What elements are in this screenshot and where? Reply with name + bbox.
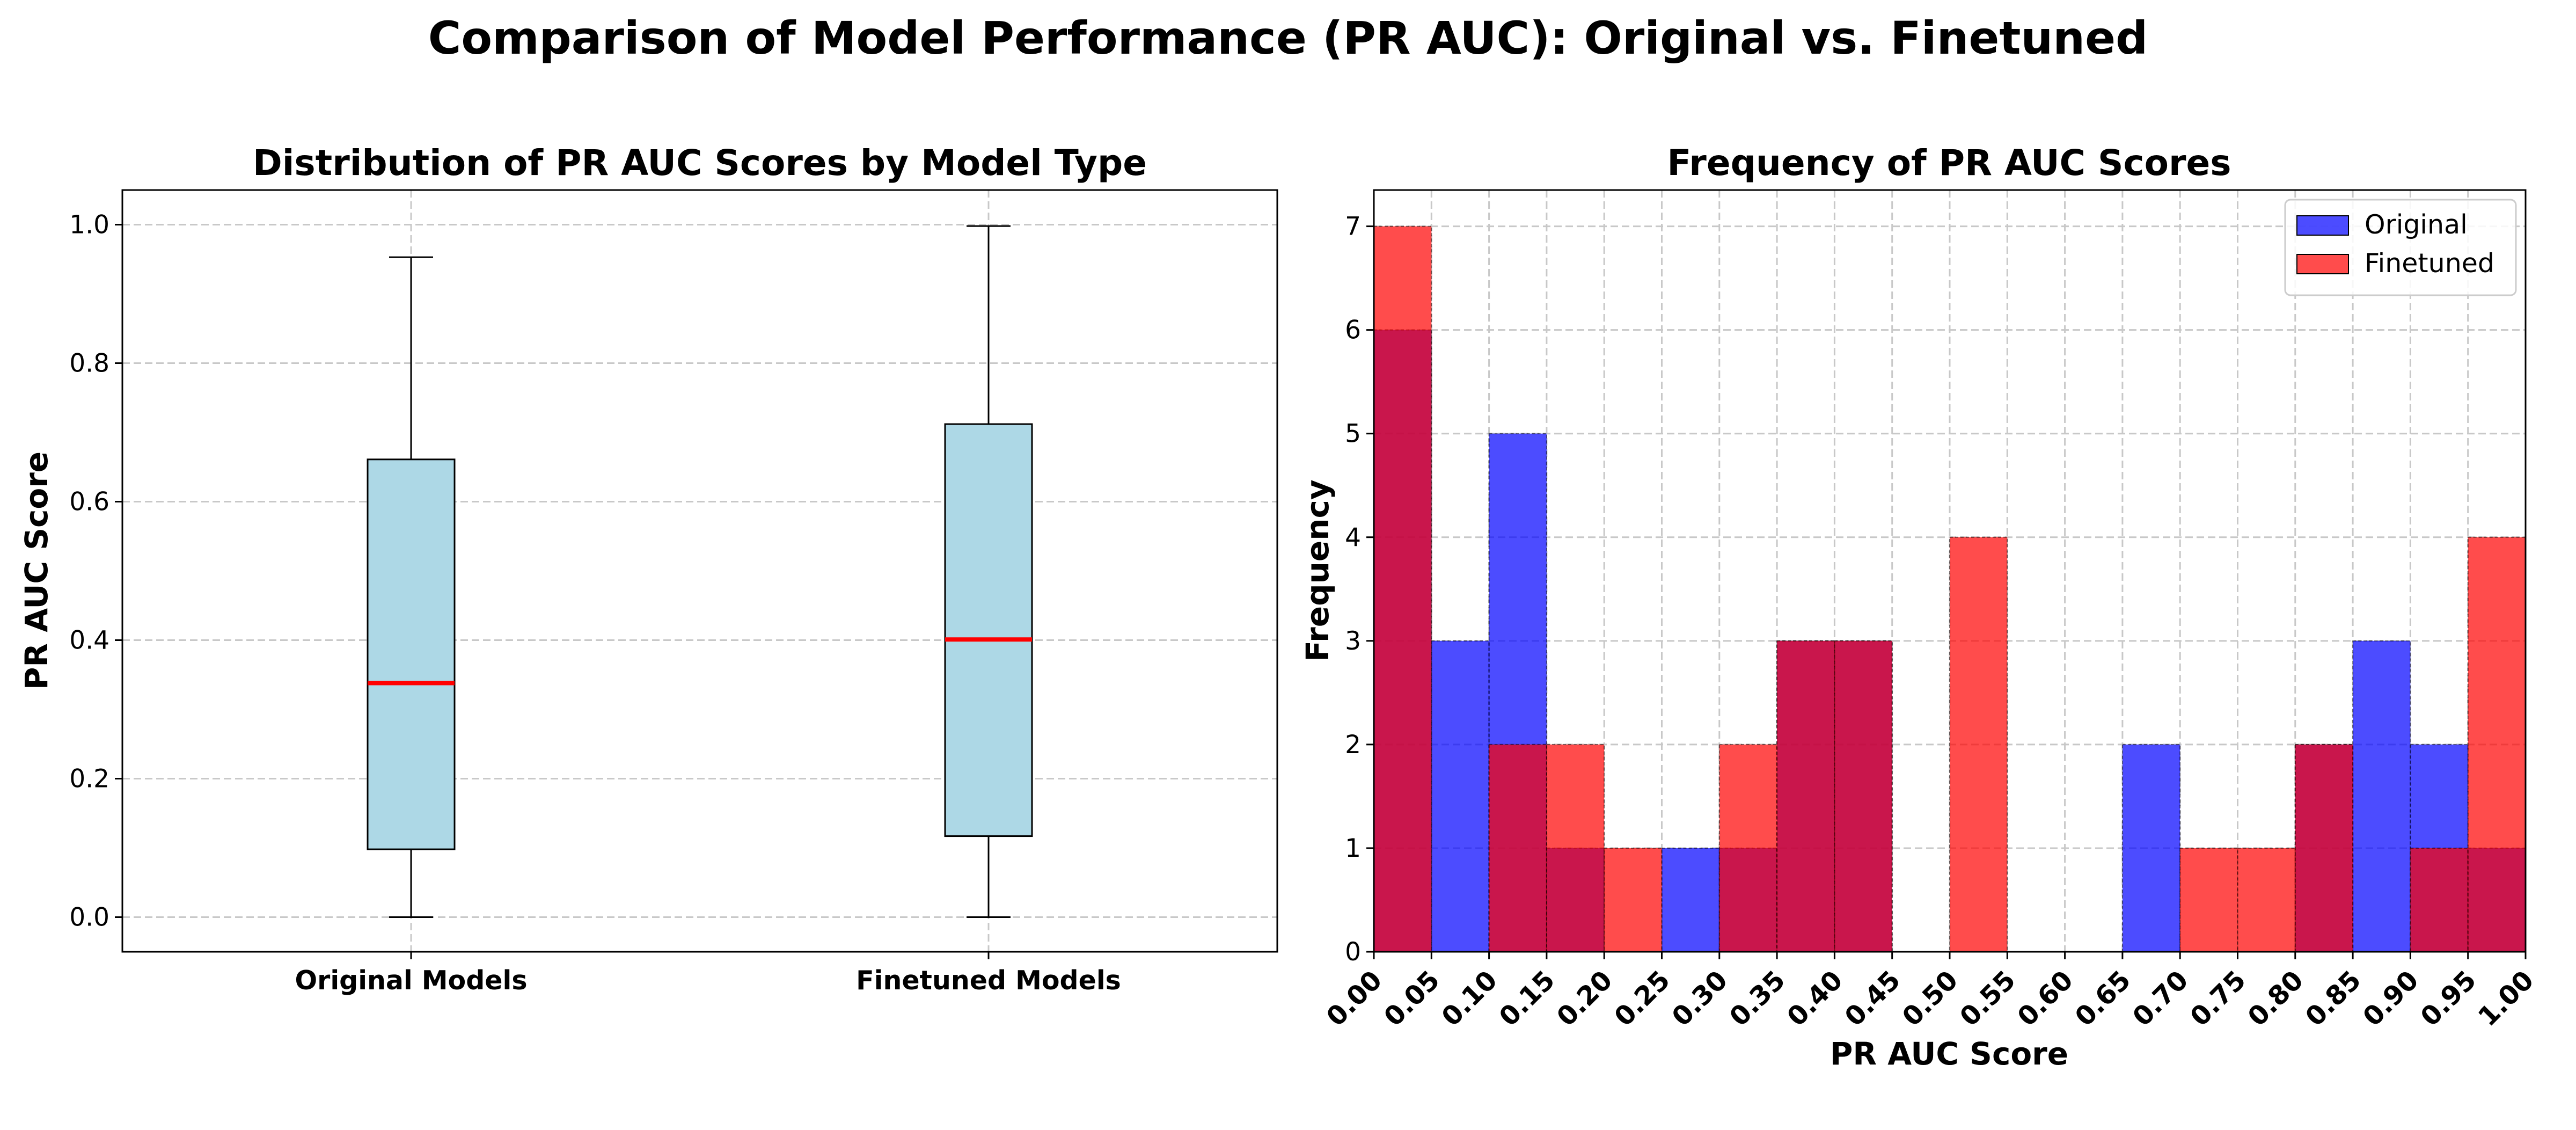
histogram-xtick-label: 0.25 — [1608, 965, 1676, 1032]
histogram-xtick-label: 0.00 — [1321, 965, 1388, 1032]
histogram-bar-finetuned — [2467, 536, 2527, 952]
box-plot-ytick-label: 0.4 — [69, 626, 109, 655]
histogram-xticks: 0.000.050.100.150.200.250.300.350.400.45… — [1321, 952, 2540, 1032]
histogram-ytick-label: 2 — [1345, 730, 1361, 760]
histogram-bar-finetuned — [1718, 743, 1778, 952]
histogram-xtick-label: 0.70 — [2127, 965, 2194, 1032]
iqr-box — [367, 458, 456, 850]
box-plot-chart: Distribution of PR AUC Scores by Model T… — [18, 142, 1278, 996]
histogram-xtick-label: 0.40 — [1781, 965, 1849, 1032]
box-plot-xticks: Original Models Finetuned Models — [295, 952, 1121, 996]
histogram-xtick-label: 0.65 — [2069, 965, 2137, 1032]
box-plot-grid — [122, 190, 1277, 952]
histogram-xtick-label: 1.00 — [2472, 965, 2540, 1032]
histogram-bars-finetuned — [1373, 225, 2527, 953]
histogram-bar-finetuned — [1546, 743, 1605, 952]
box-plot-ylabel: PR AUC Score — [18, 451, 55, 690]
histogram-chart: Frequency of PR AUC Scores Frequency PR … — [1299, 142, 2540, 1072]
legend-label-finetuned[interactable]: Finetuned — [2365, 248, 2494, 279]
legend-swatch-original[interactable] — [2296, 215, 2349, 236]
iqr-box — [944, 423, 1033, 837]
legend-label-original[interactable]: Original — [2365, 209, 2468, 240]
histogram-xtick-label: 0.75 — [2184, 965, 2252, 1032]
histogram-xtick-label: 0.35 — [1724, 965, 1791, 1032]
histogram-title: Frequency of PR AUC Scores — [1667, 142, 2231, 184]
histogram-xtick-label: 0.80 — [2242, 965, 2309, 1032]
histogram-bar-finetuned — [2237, 847, 2296, 952]
histogram-ytick-label: 6 — [1345, 316, 1361, 345]
histogram-xtick-label: 0.60 — [2011, 965, 2079, 1032]
histogram-ytick-label: 5 — [1345, 419, 1361, 449]
histogram-bar-original — [2121, 743, 2181, 952]
suptitle: Comparison of Model Performance (PR AUC)… — [428, 12, 2148, 64]
histogram-xlabel: PR AUC Score — [1830, 1036, 2068, 1072]
histogram-bar-finetuned — [1834, 640, 1893, 952]
histogram-xtick-label: 0.20 — [1551, 965, 1619, 1032]
histogram-bar-finetuned — [2179, 847, 2238, 952]
box-plot-yticks: 0.0 0.2 0.4 0.6 0.8 1.0 — [69, 210, 122, 932]
histogram-bar-original — [1431, 640, 1490, 952]
histogram-bar-original — [1661, 847, 1720, 952]
box-plot-ytick-label: 0.6 — [69, 487, 109, 517]
histogram-legend[interactable]: Original Finetuned — [2284, 199, 2517, 296]
histogram-frame — [1373, 189, 2527, 953]
histogram-bar-finetuned — [1488, 743, 1547, 952]
histogram-yticks: 0 1 2 3 4 5 6 7 — [1345, 212, 1374, 967]
histogram-bar-finetuned — [1949, 536, 2008, 952]
histogram-bar-finetuned — [1373, 225, 1432, 953]
histogram-xtick-label: 0.05 — [1378, 965, 1446, 1032]
histogram-bar-finetuned — [1604, 847, 1663, 952]
histogram-xtick-label: 0.30 — [1666, 965, 1733, 1032]
histogram-bar-original — [2352, 640, 2411, 952]
histogram-xtick-label: 0.95 — [2414, 965, 2482, 1032]
box-plot-ytick-label: 0.2 — [69, 764, 109, 794]
histogram-ytick-label: 0 — [1345, 937, 1361, 967]
box-plot-frame — [121, 189, 1278, 953]
histogram-ylabel: Frequency — [1299, 479, 1336, 661]
box-plot-xtick-label: Original Models — [295, 965, 528, 996]
box-plot-xtick-label: Finetuned Models — [856, 965, 1121, 996]
box-original-models — [367, 256, 456, 918]
box-plot-ytick-label: 0.8 — [69, 349, 109, 378]
histogram-xtick-label: 0.55 — [1954, 965, 2022, 1032]
box-plot-marks — [367, 225, 1033, 918]
histogram-bar-finetuned — [2294, 743, 2354, 952]
histogram-ytick-label: 3 — [1345, 626, 1361, 656]
histogram-ytick-label: 7 — [1345, 212, 1361, 242]
histogram-bar-finetuned — [2410, 847, 2469, 952]
histogram-xtick-label: 0.45 — [1839, 965, 1906, 1032]
box-plot-ytick-label: 0.0 — [69, 903, 109, 932]
histogram-ytick-label: 4 — [1345, 523, 1361, 552]
histogram-xtick-label: 0.90 — [2357, 965, 2425, 1032]
histogram-bar-finetuned — [1776, 640, 1835, 952]
histogram-xtick-label: 0.10 — [1436, 965, 1503, 1032]
box-plot-title: Distribution of PR AUC Scores by Model T… — [253, 142, 1147, 184]
histogram-xtick-label: 0.85 — [2300, 965, 2367, 1032]
histogram-xtick-label: 0.50 — [1897, 965, 1964, 1032]
box-plot-ytick-label: 1.0 — [69, 210, 109, 240]
histogram-xtick-label: 0.15 — [1494, 965, 1561, 1032]
box-finetuned-models — [944, 225, 1033, 918]
legend-swatch-finetuned[interactable] — [2296, 254, 2349, 274]
histogram-ytick-label: 1 — [1345, 834, 1361, 863]
